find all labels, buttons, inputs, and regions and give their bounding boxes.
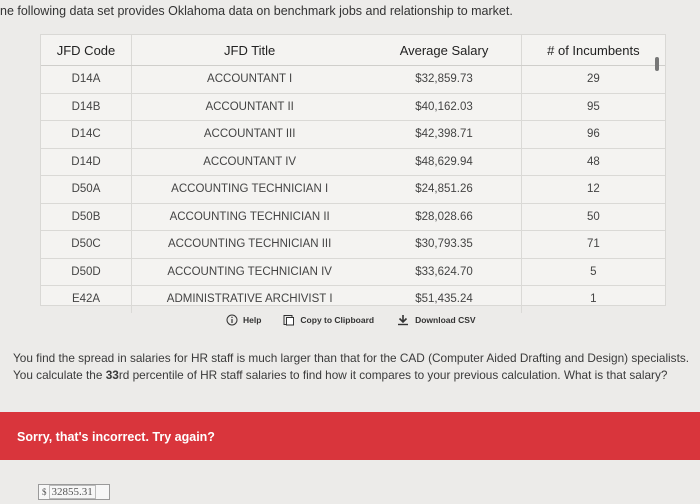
data-table-container: JFD Code JFD Title Average Salary # of I… — [40, 34, 666, 313]
cell-title: ACCOUNTING TECHNICIAN IV — [131, 258, 368, 286]
cell-code: D14A — [41, 65, 133, 94]
cell-salary: $24,851.26 — [367, 175, 522, 204]
cell-code: D50C — [41, 230, 133, 259]
table-row: D14C ACCOUNTANT III $42,398.71 96 — [41, 120, 665, 149]
cell-salary: $42,398.71 — [367, 120, 522, 149]
table-row: D14D ACCOUNTANT IV $48,629.94 48 — [41, 148, 665, 176]
download-csv-button[interactable]: Download CSV — [396, 314, 476, 326]
cell-incumbents: 12 — [520, 175, 665, 204]
table-row: D14A ACCOUNTANT I $32,859.73 29 — [41, 65, 665, 94]
cell-salary: $51,435.24 — [415, 293, 473, 306]
cell-salary: $32,859.73 — [367, 65, 522, 94]
table-row: D50D ACCOUNTING TECHNICIAN IV $33,624.70… — [41, 258, 665, 286]
cell-code: D50A — [41, 175, 133, 204]
header-jfd-code[interactable]: JFD Code — [41, 35, 133, 66]
question-part-1: You find the spread in salaries for HR s… — [13, 351, 690, 382]
header-jfd-title[interactable]: JFD Title — [131, 35, 368, 66]
copy-label: Copy to Clipboard — [300, 315, 375, 325]
cell-incumbents: 1 — [520, 285, 665, 313]
intro-text: ne following data set provides Oklahoma … — [0, 4, 513, 18]
cell-code: D50D — [41, 258, 133, 286]
cell-title: ACCOUNTANT III — [131, 120, 368, 149]
table-row: D50B ACCOUNTING TECHNICIAN II $28,028.66… — [41, 203, 665, 231]
table-row: D50C ACCOUNTING TECHNICIAN III $30,793.3… — [41, 230, 665, 259]
cell-title: ACCOUNTING TECHNICIAN II — [131, 203, 368, 231]
cell-salary: $28,028.66 — [367, 203, 522, 231]
cell-code: D50B — [41, 203, 133, 231]
feedback-message: Sorry, that's incorrect. Try again? — [17, 430, 215, 444]
question-part-2: rd percentile of HR staff salaries to fi… — [118, 368, 668, 382]
cell-incumbents: 96 — [520, 120, 665, 149]
currency-symbol: $ — [42, 487, 47, 497]
download-label: Download CSV — [415, 315, 476, 325]
cell-incumbents: 29 — [520, 65, 665, 94]
question-percentile: 33 — [105, 368, 119, 382]
cell-code: D14C — [41, 120, 133, 149]
cell-title: ACCOUNTING TECHNICIAN I — [131, 175, 368, 204]
cell-salary: $40,162.03 — [367, 93, 522, 121]
cell-title: ACCOUNTANT II — [131, 93, 368, 121]
help-label: Help — [243, 315, 262, 325]
header-average-salary[interactable]: Average Salary — [367, 35, 522, 66]
cell-incumbents: 71 — [520, 230, 665, 259]
data-table: JFD Code JFD Title Average Salary # of I… — [41, 35, 665, 313]
help-button[interactable]: Help — [226, 314, 261, 326]
info-icon — [226, 314, 238, 326]
download-icon — [398, 315, 409, 326]
cell-title: ACCOUNTANT IV — [131, 148, 368, 176]
copy-to-clipboard-button[interactable]: Copy to Clipboard — [283, 314, 374, 326]
table-row: D50A ACCOUNTING TECHNICIAN I $24,851.26 … — [41, 175, 665, 204]
table-row: D14B ACCOUNTANT II $40,162.03 95 — [41, 93, 665, 121]
cell-salary: $30,793.35 — [367, 230, 522, 259]
cell-incumbents: 5 — [520, 258, 665, 286]
cell-incumbents: 50 — [520, 203, 665, 231]
clipboard-icon — [283, 315, 295, 326]
question-text: You find the spread in salaries for HR s… — [13, 350, 697, 384]
cell-title: ADMINISTRATIVE ARCHIVIST I — [166, 293, 333, 306]
cell-incumbents: 95 — [520, 93, 665, 121]
feedback-banner: Sorry, that's incorrect. Try again? — [0, 412, 700, 460]
table-toolbar: Help Copy to Clipboard Download CSV — [226, 314, 498, 326]
cell-salary: $48,629.94 — [367, 148, 522, 176]
cell-title: ACCOUNTANT I — [131, 65, 368, 94]
cell-salary: $33,624.70 — [367, 258, 522, 286]
table-scrollbar[interactable] — [655, 57, 659, 71]
answer-value[interactable]: 32855.31 — [48, 485, 96, 499]
answer-input[interactable]: $ 32855.31 — [38, 484, 110, 500]
table-header-row: JFD Code JFD Title Average Salary # of I… — [41, 35, 665, 66]
cell-title: ACCOUNTING TECHNICIAN III — [131, 230, 368, 259]
cell-incumbents: 48 — [520, 148, 665, 176]
header-incumbents[interactable]: # of Incumbents — [520, 35, 665, 66]
table-row: E42A ADMINISTRATIVE ARCHIVIST I $51,435.… — [41, 285, 665, 313]
cell-code: E42A — [41, 285, 133, 313]
cell-code: D14B — [41, 93, 133, 121]
cell-code: D14D — [41, 148, 133, 176]
